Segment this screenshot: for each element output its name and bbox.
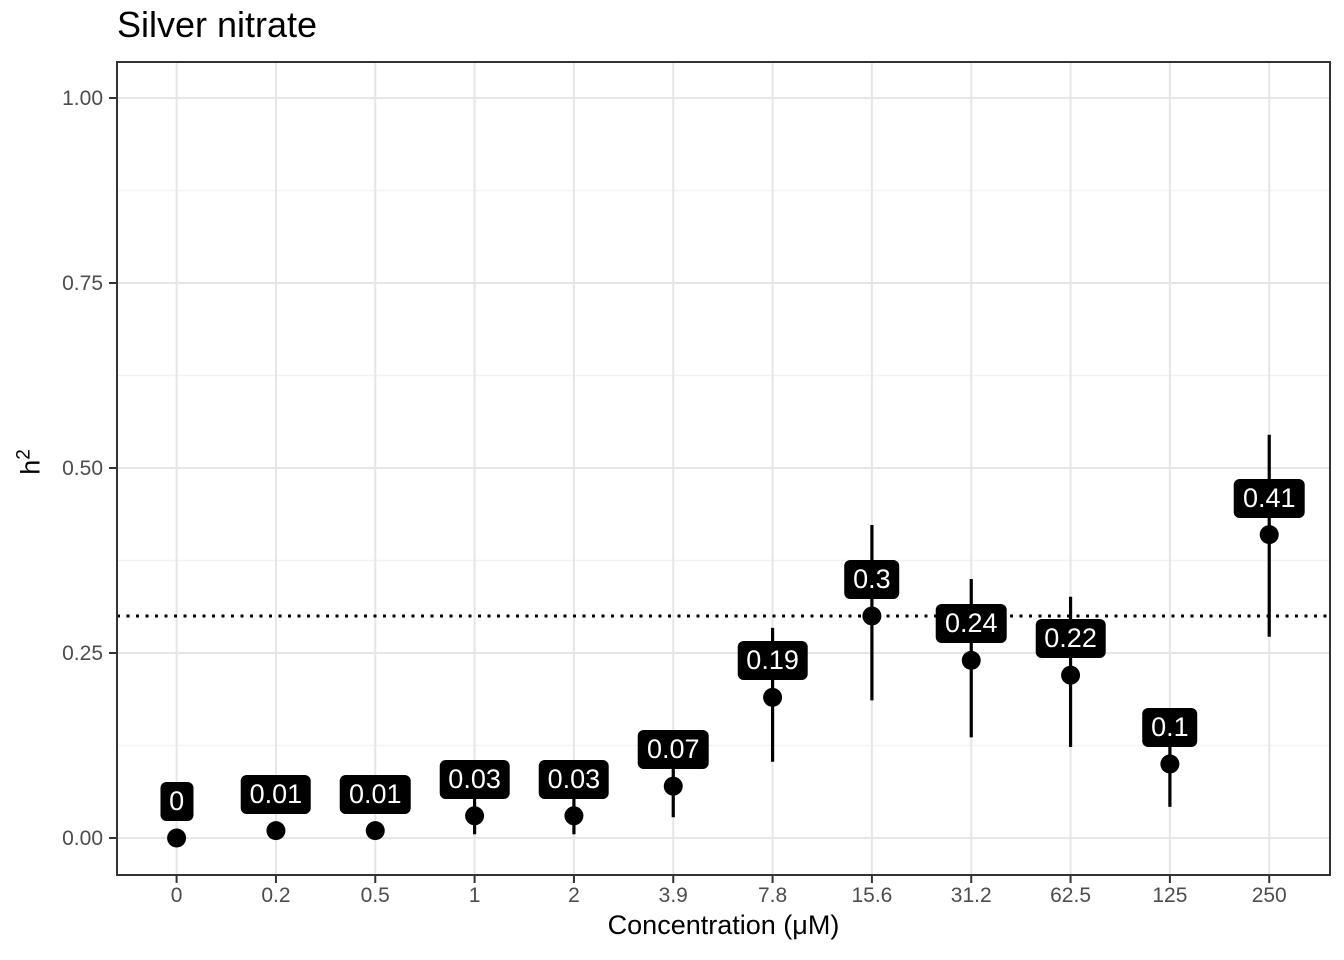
x-tick-label: 2 [568,884,580,907]
data-point [862,606,882,626]
value-label: 0.03 [439,759,510,799]
data-point [365,821,385,841]
value-label: 0 [160,782,194,821]
y-tick-label: 0.50 [62,457,103,480]
data-point [663,776,683,796]
data-point [266,821,286,841]
y-tick-label: 0.25 [62,642,103,665]
value-label: 0.22 [1035,619,1106,659]
x-tick-label: 1 [468,884,481,907]
data-point [961,650,981,670]
value-label: 0.24 [935,604,1007,644]
x-tick-label: 7.8 [757,884,788,907]
x-tick-label: 15.6 [851,884,893,907]
y-tick-label: 0.00 [62,827,103,850]
data-point [1259,525,1279,545]
value-label: 0.01 [339,774,411,814]
x-tick-label: 250 [1251,884,1287,907]
data-point [564,806,584,826]
value-label: 0.3 [844,560,900,599]
y-tick-label: 1.00 [62,87,103,110]
y-tick-label: 0.75 [62,272,103,295]
x-tick-label: 0.5 [360,884,390,907]
value-label: 0.03 [538,759,610,799]
x-tick-label: 0 [170,884,183,907]
x-tick-label: 125 [1152,884,1188,907]
chart-title: Silver nitrate [117,4,318,45]
value-label: 0.41 [1233,478,1305,518]
value-label: 0.07 [637,730,709,770]
data-point [1160,754,1180,774]
value-label: 0.1 [1142,708,1198,747]
data-point [1061,665,1081,685]
data-point [167,828,187,848]
value-label: 0.01 [240,774,312,814]
data-point [763,687,783,707]
data-point [465,806,485,826]
x-tick-label: 3.9 [658,884,688,907]
x-tick-label: 62.5 [1050,884,1091,907]
x-tick-label: 31.2 [950,884,992,907]
x-axis-title: Concentration (μM) [607,910,840,940]
x-tick-label: 0.2 [261,884,291,907]
value-label: 0.19 [737,641,808,681]
